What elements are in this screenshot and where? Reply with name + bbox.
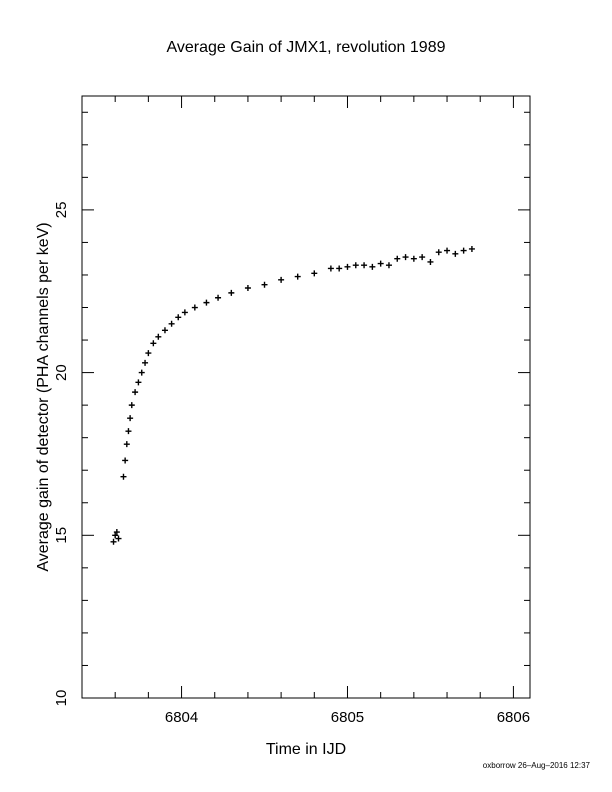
data-point bbox=[181, 309, 188, 316]
data-point bbox=[377, 260, 384, 267]
data-point bbox=[120, 473, 127, 480]
data-point bbox=[427, 258, 434, 265]
y-axis-label: Average gain of detector (PHA channels p… bbox=[35, 222, 52, 571]
data-point bbox=[191, 304, 198, 311]
data-point bbox=[113, 529, 120, 536]
data-point bbox=[402, 254, 409, 261]
data-point bbox=[294, 273, 301, 280]
data-point bbox=[344, 263, 351, 270]
x-tick-label: 6805 bbox=[331, 709, 364, 726]
data-point bbox=[369, 263, 376, 270]
data-point bbox=[125, 428, 132, 435]
data-point bbox=[261, 281, 268, 288]
data-point bbox=[327, 265, 334, 272]
data-point bbox=[452, 250, 459, 257]
data-points bbox=[110, 245, 475, 545]
x-tick-label: 6804 bbox=[165, 709, 198, 726]
data-point bbox=[215, 294, 222, 301]
axis-ticks bbox=[81, 96, 530, 699]
data-point bbox=[336, 265, 343, 272]
data-point bbox=[168, 320, 175, 327]
data-point bbox=[138, 369, 145, 376]
data-point bbox=[123, 441, 130, 448]
data-point bbox=[385, 262, 392, 269]
data-point bbox=[228, 289, 235, 296]
axis-tick-labels: 6804 6805 6806 10 15 20 25 bbox=[53, 202, 530, 726]
data-point bbox=[150, 340, 157, 347]
data-point bbox=[175, 314, 182, 321]
data-point bbox=[110, 538, 117, 545]
footer-timestamp: oxborrow 26–Aug–2016 12:37 bbox=[483, 761, 591, 770]
data-point bbox=[244, 284, 251, 291]
x-axis-label: Time in IJD bbox=[266, 741, 346, 758]
data-point bbox=[410, 255, 417, 262]
y-tick-label: 25 bbox=[53, 202, 70, 219]
data-point bbox=[142, 359, 149, 366]
y-tick-label: 15 bbox=[53, 527, 70, 544]
chart-title: Average Gain of JMX1, revolution 1989 bbox=[167, 39, 446, 56]
data-point bbox=[311, 270, 318, 277]
data-point bbox=[155, 333, 162, 340]
data-point bbox=[203, 299, 210, 306]
data-point bbox=[419, 254, 426, 261]
x-tick-label: 6806 bbox=[497, 709, 530, 726]
data-point bbox=[145, 350, 152, 357]
data-point bbox=[444, 247, 451, 254]
y-tick-label: 10 bbox=[53, 690, 70, 707]
y-tick-label: 20 bbox=[53, 364, 70, 381]
data-point bbox=[352, 262, 359, 269]
data-point bbox=[112, 532, 119, 539]
data-point bbox=[278, 276, 285, 283]
data-point bbox=[127, 415, 134, 422]
data-point bbox=[132, 389, 139, 396]
data-point bbox=[115, 535, 122, 542]
plot-frame bbox=[81, 95, 531, 699]
data-point bbox=[128, 402, 135, 409]
data-point bbox=[161, 327, 168, 334]
data-point bbox=[468, 245, 475, 252]
data-point bbox=[135, 379, 142, 386]
data-point bbox=[361, 262, 368, 269]
data-point bbox=[460, 247, 467, 254]
data-point bbox=[394, 255, 401, 262]
data-point bbox=[122, 457, 129, 464]
data-point bbox=[435, 249, 442, 256]
